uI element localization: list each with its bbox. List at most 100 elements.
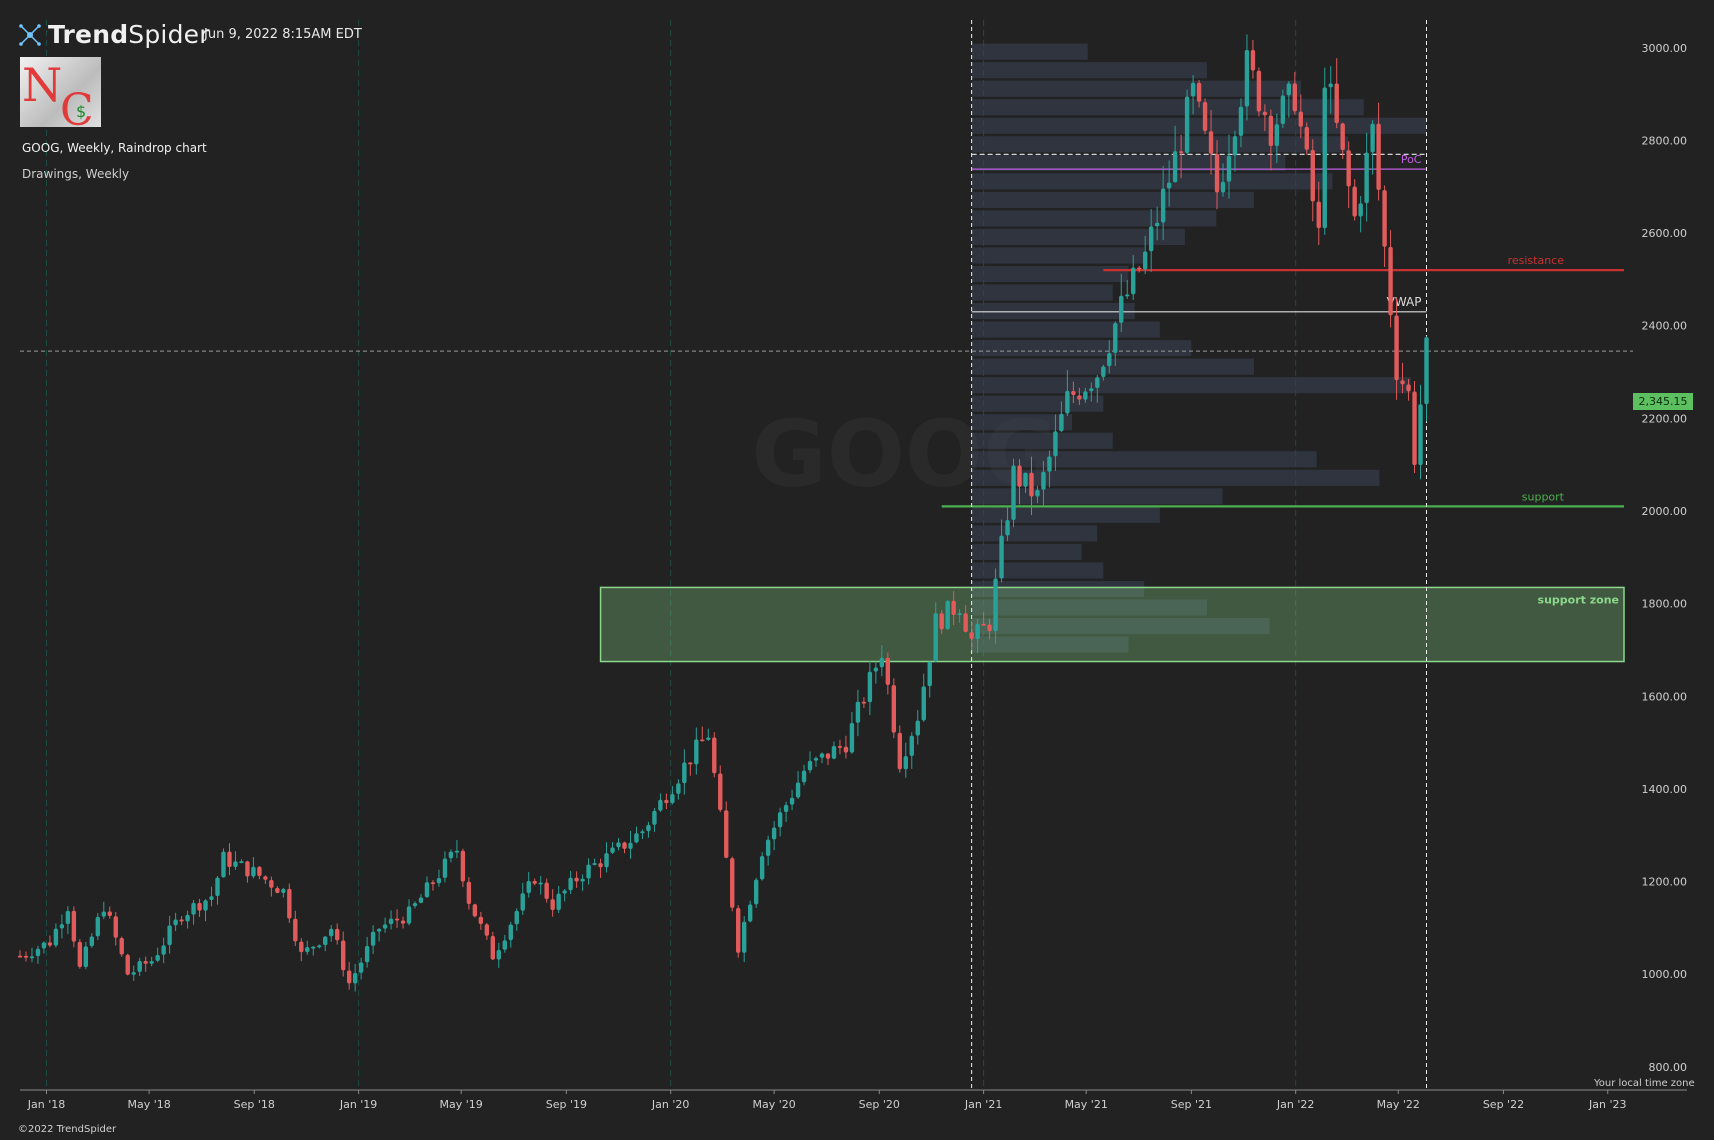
svg-text:N: N <box>22 58 62 112</box>
price-drop <box>1418 404 1423 466</box>
price-drop <box>1292 83 1298 112</box>
price-drop <box>724 810 729 859</box>
price-drop <box>718 773 723 811</box>
price-drop <box>161 945 166 955</box>
price-drop <box>801 770 807 783</box>
volume-profile-bar <box>971 284 1113 301</box>
volume-profile-bar <box>971 136 1349 153</box>
brand-name: TrendSpider <box>48 20 210 49</box>
chart-datetime: Jun 9, 2022 8:15AM EDT <box>204 27 362 42</box>
y-tick-label: 3000.00 <box>1642 42 1688 55</box>
price-drop <box>17 955 23 958</box>
volume-profile-bar <box>971 210 1217 227</box>
price-drop <box>125 954 130 975</box>
price-drop <box>263 876 268 880</box>
price-drop <box>592 862 597 865</box>
price-drop <box>293 918 298 942</box>
price-drop <box>71 910 77 942</box>
price-drop <box>89 936 95 947</box>
price-drop <box>688 762 693 765</box>
price-drop <box>706 737 711 740</box>
x-tick-label: Sep '22 <box>1483 1098 1524 1111</box>
price-drop <box>323 936 328 946</box>
support-zone-label: support zone <box>1538 593 1619 606</box>
price-drop <box>436 877 442 884</box>
price-drop <box>963 613 968 633</box>
price-drop <box>41 942 47 949</box>
price-drop <box>957 613 962 616</box>
price-drop <box>586 864 591 879</box>
chart-info: GOOG, Weekly, Raindrop chart <box>22 141 207 155</box>
volume-profile-bar <box>971 247 1145 264</box>
price-drop <box>197 902 202 911</box>
volume-profile-bar <box>971 580 1145 598</box>
price-drop <box>23 955 29 958</box>
price-drop <box>1017 465 1022 487</box>
volume-profile-bar <box>971 265 1129 283</box>
volume-profile-bar <box>971 451 1317 468</box>
price-drop <box>364 945 370 963</box>
price-drop <box>903 755 908 770</box>
price-drop <box>1370 123 1375 153</box>
price-drop <box>400 920 406 924</box>
volume-profile-bar <box>971 617 1270 635</box>
price-drop <box>442 858 448 878</box>
price-drop <box>1364 152 1369 204</box>
price-drop <box>53 928 59 946</box>
timezone-note: Your local time zone <box>1594 1078 1695 1089</box>
last-price-label: 2,345.15 <box>1633 393 1693 410</box>
price-drop <box>1406 384 1411 392</box>
price-drop <box>1041 471 1046 490</box>
price-drop <box>1113 323 1118 353</box>
volume-profile-bar <box>971 62 1207 79</box>
price-drop <box>1077 395 1082 400</box>
price-drop <box>861 701 867 704</box>
price-drop <box>1268 115 1274 147</box>
price-drop <box>209 896 214 901</box>
price-drop <box>1310 149 1315 202</box>
price-drop <box>1101 366 1106 378</box>
price-drop <box>454 850 460 853</box>
price-drop <box>1190 82 1196 97</box>
support-label: support <box>1522 490 1565 503</box>
price-drop <box>335 928 340 941</box>
svg-text:$: $ <box>76 102 86 121</box>
price-drop <box>340 940 346 971</box>
price-drop <box>1238 106 1244 137</box>
price-drop <box>1388 246 1393 316</box>
price-drop <box>873 667 879 672</box>
price-drop <box>1358 203 1363 217</box>
price-drop <box>239 861 244 864</box>
price-drop <box>1202 101 1208 132</box>
price-drop <box>574 877 579 882</box>
x-tick-label: May '18 <box>127 1098 170 1111</box>
volume-profile-bar <box>971 562 1104 579</box>
x-tick-label: Sep '20 <box>859 1098 900 1111</box>
price-drop <box>1250 49 1256 71</box>
price-drop <box>753 879 759 905</box>
price-drop <box>1071 390 1076 396</box>
price-drop <box>1196 82 1202 102</box>
price-drop <box>694 739 699 765</box>
x-tick-label: May '19 <box>440 1098 483 1111</box>
price-drop <box>1053 431 1058 457</box>
price-drop <box>1400 380 1405 385</box>
price-drop <box>490 935 496 960</box>
price-drop <box>526 880 531 894</box>
price-drop <box>155 954 160 962</box>
price-drop <box>1089 388 1094 392</box>
y-tick-label: 2000.00 <box>1642 505 1688 518</box>
price-drop <box>281 888 286 894</box>
y-tick-label: 800.00 <box>1649 1061 1688 1074</box>
price-drop <box>352 972 358 984</box>
price-drop <box>730 858 735 908</box>
price-drop <box>143 960 148 964</box>
price-drop <box>448 851 454 859</box>
price-drop <box>837 745 843 748</box>
price-drop <box>670 794 675 804</box>
poc-label: PoC <box>1401 153 1422 166</box>
price-drop <box>29 956 35 959</box>
price-drop <box>1172 151 1178 183</box>
price-drop <box>311 946 316 949</box>
